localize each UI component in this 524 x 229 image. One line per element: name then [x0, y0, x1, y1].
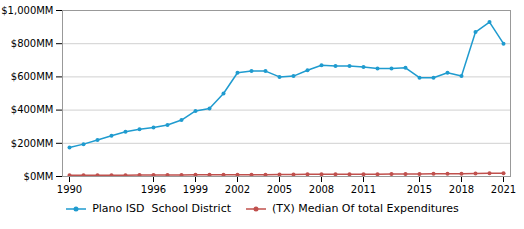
- svg-text:1990: 1990: [57, 184, 82, 195]
- svg-text:2021: 2021: [491, 184, 516, 195]
- html-text:(TX) Median Of total Expenditu: (TX) Median Of total Expenditures: [272, 202, 459, 215]
- svg-text:2005: 2005: [267, 184, 292, 195]
- svg-text:2008: 2008: [309, 184, 334, 195]
- svg-text:$0MM: $0MM: [24, 171, 54, 182]
- svg-text:$600MM: $600MM: [11, 71, 54, 82]
- svg-text:$200MM: $200MM: [11, 138, 54, 149]
- svg-text:1999: 1999: [183, 184, 208, 195]
- svg-text:$1,000MM: $1,000MM: [1, 5, 53, 16]
- svg-text:$400MM: $400MM: [11, 104, 54, 115]
- html-text:Plano ISD School District: Plano ISD School District: [92, 202, 231, 215]
- svg-text:2002: 2002: [225, 184, 250, 195]
- svg-text:2018: 2018: [449, 184, 474, 195]
- svg-text:1996: 1996: [141, 184, 166, 195]
- svg-text:2011: 2011: [351, 184, 376, 195]
- svg-text:2015: 2015: [407, 184, 432, 195]
- svg-text:$800MM: $800MM: [11, 38, 54, 49]
